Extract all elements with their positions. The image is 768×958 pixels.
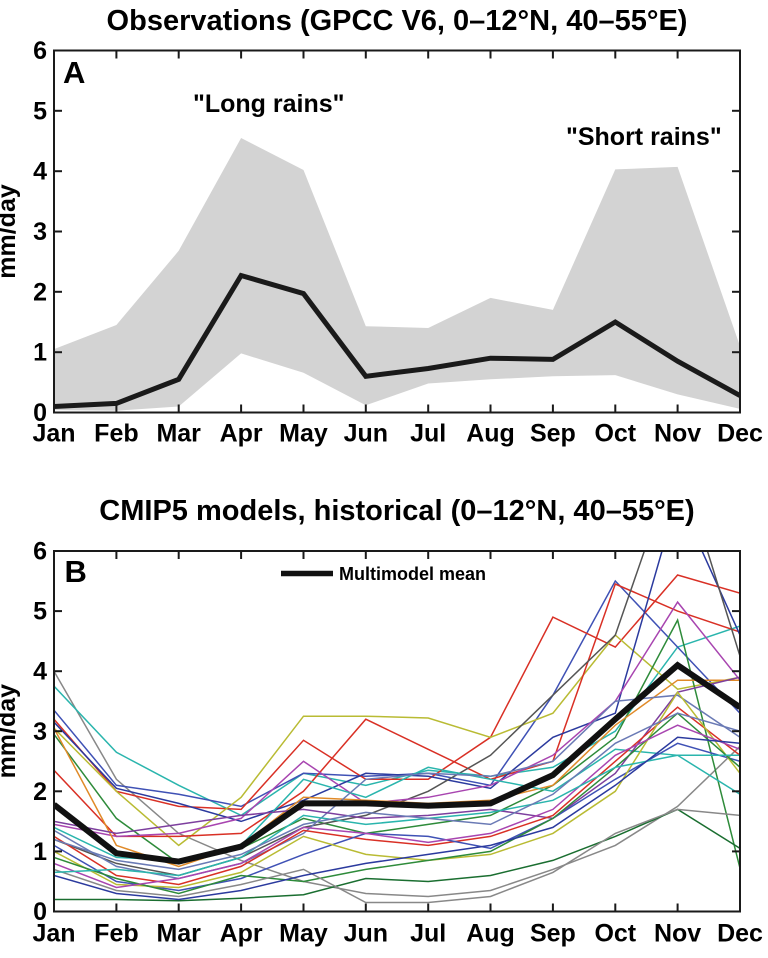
svg-text:Jun: Jun: [344, 420, 388, 448]
svg-text:3: 3: [33, 218, 47, 246]
svg-text:4: 4: [33, 658, 47, 686]
svg-text:Oct: Oct: [594, 920, 636, 948]
svg-text:0: 0: [33, 898, 47, 926]
svg-text:"Long rains": "Long rains": [193, 90, 345, 118]
svg-text:Apr: Apr: [220, 920, 263, 948]
svg-text:Dec: Dec: [717, 420, 763, 448]
svg-text:Mar: Mar: [156, 920, 201, 948]
svg-text:5: 5: [33, 598, 47, 626]
svg-text:0: 0: [33, 399, 47, 427]
svg-text:Feb: Feb: [94, 920, 138, 948]
svg-text:Jun: Jun: [344, 920, 388, 948]
svg-text:Feb: Feb: [94, 420, 138, 448]
svg-text:Aug: Aug: [466, 920, 515, 948]
svg-text:6: 6: [33, 538, 47, 566]
svg-text:mm/day: mm/day: [0, 184, 21, 279]
svg-text:1: 1: [33, 339, 47, 367]
svg-text:CMIP5 models, historical (0–12: CMIP5 models, historical (0–12°N, 40–55°…: [99, 495, 694, 527]
svg-text:A: A: [63, 55, 85, 90]
svg-text:"Short rains": "Short rains": [566, 123, 722, 151]
svg-text:1: 1: [33, 838, 47, 866]
svg-text:Apr: Apr: [220, 420, 263, 448]
svg-text:2: 2: [33, 278, 47, 306]
svg-text:Jan: Jan: [32, 920, 75, 948]
svg-text:Multimodel mean: Multimodel mean: [339, 564, 486, 584]
svg-text:4: 4: [33, 158, 47, 186]
svg-text:Oct: Oct: [594, 420, 636, 448]
svg-text:Aug: Aug: [466, 420, 515, 448]
svg-text:Mar: Mar: [156, 420, 201, 448]
svg-text:Jan: Jan: [32, 420, 75, 448]
svg-text:6: 6: [33, 37, 47, 65]
svg-text:Jul: Jul: [410, 420, 446, 448]
svg-text:Observations (GPCC V6, 0–12°N,: Observations (GPCC V6, 0–12°N, 40–55°E): [107, 5, 688, 37]
svg-text:5: 5: [33, 97, 47, 125]
svg-text:May: May: [279, 920, 328, 948]
svg-text:B: B: [65, 554, 87, 589]
svg-text:May: May: [279, 420, 328, 448]
svg-text:mm/day: mm/day: [0, 684, 21, 779]
svg-text:Nov: Nov: [654, 920, 701, 948]
svg-text:Nov: Nov: [654, 420, 701, 448]
svg-text:Jul: Jul: [410, 920, 446, 948]
svg-text:Sep: Sep: [530, 420, 576, 448]
svg-text:Sep: Sep: [530, 920, 576, 948]
svg-text:2: 2: [33, 778, 47, 806]
svg-text:Dec: Dec: [717, 920, 763, 948]
svg-text:3: 3: [33, 718, 47, 746]
